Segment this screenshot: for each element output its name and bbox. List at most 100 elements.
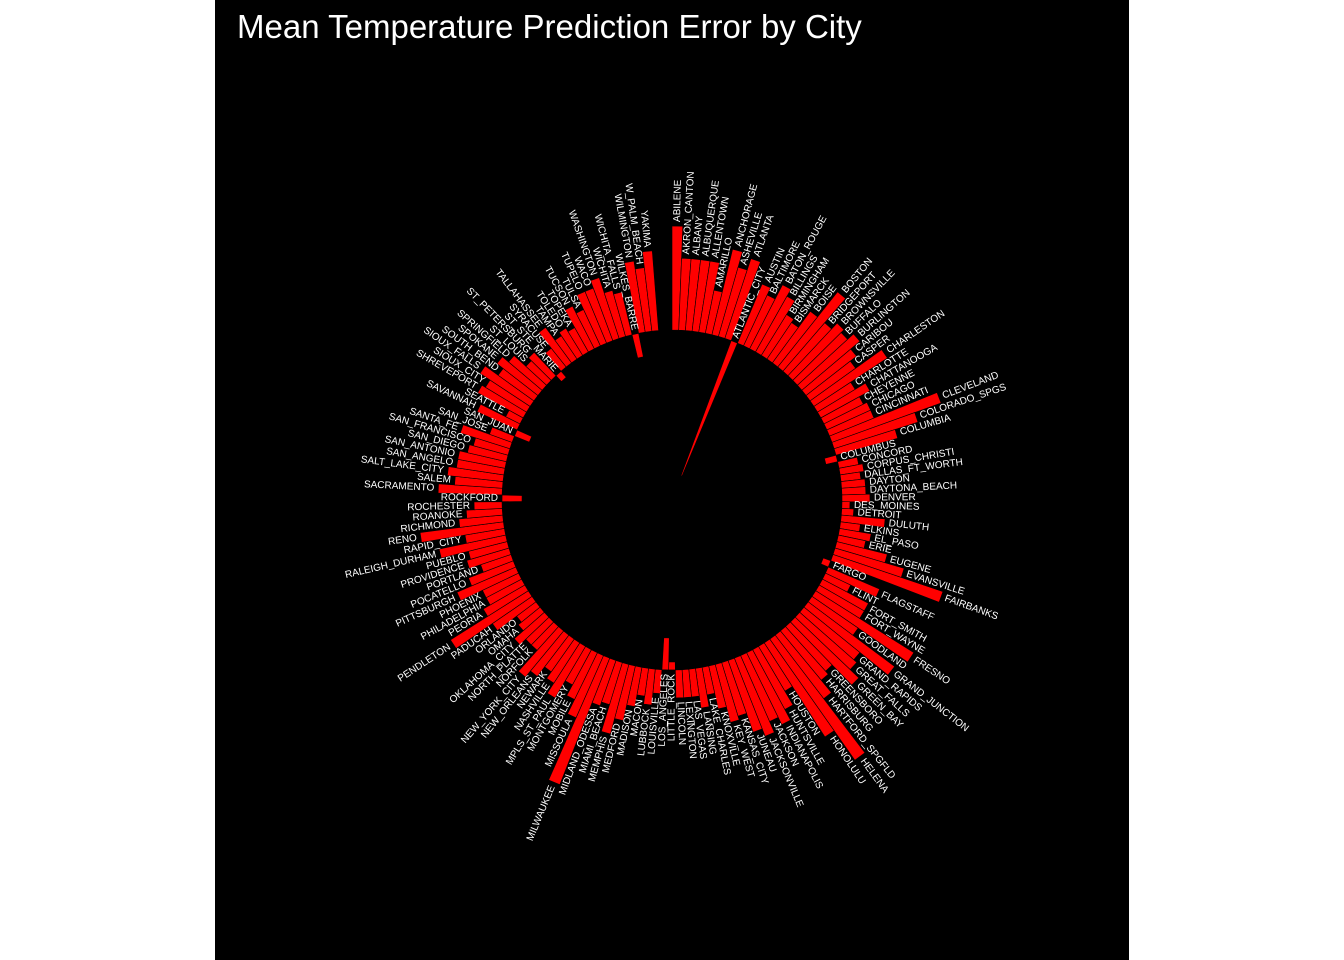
label-fairbanks: FAIRBANKS bbox=[943, 593, 1000, 622]
bar-wilmington bbox=[624, 260, 646, 334]
label-lincoln: LINCOLN bbox=[674, 702, 687, 746]
polar-bar-chart: ABILENEAKRON_CANTONALBANYALBUQUERQUEALLE… bbox=[215, 0, 1008, 843]
bar-shreveport bbox=[477, 384, 527, 419]
label-akron-canton: AKRON_CANTON bbox=[681, 171, 697, 255]
bar-san-diego bbox=[467, 444, 509, 463]
bar-raleigh-durham bbox=[438, 534, 508, 559]
bar-des-moines bbox=[841, 501, 851, 510]
bar-atlantic-city bbox=[680, 340, 738, 477]
bar-san-antonio bbox=[457, 450, 507, 469]
bar-duluth bbox=[840, 514, 886, 528]
bar-pocatello bbox=[468, 560, 517, 587]
bar-sioux-falls bbox=[479, 365, 535, 407]
bar-providence bbox=[466, 547, 512, 569]
bar-roanoke bbox=[465, 508, 503, 519]
label-yakima: YAKIMA bbox=[638, 210, 653, 248]
label-lexington: LEXINGTON bbox=[682, 701, 698, 759]
bar-pendleton bbox=[450, 590, 533, 649]
bars-layer bbox=[419, 225, 944, 786]
bar-milwaukee bbox=[548, 655, 611, 786]
bar-rockford bbox=[501, 494, 523, 502]
bar-denver bbox=[841, 493, 871, 503]
bar-new-york-city bbox=[518, 626, 565, 678]
bar-jacksonville bbox=[733, 655, 775, 737]
label-rockford: ROCKFORD bbox=[441, 492, 498, 504]
chart-title: Mean Temperature Prediction Error by Cit… bbox=[237, 8, 862, 45]
label-daytona-beach: DAYTONA_BEACH bbox=[869, 480, 957, 495]
bar-wilkes-barre bbox=[631, 332, 644, 359]
label-denver: DENVER bbox=[874, 492, 916, 503]
bar-anchorage bbox=[711, 248, 743, 337]
bar-missoula bbox=[567, 652, 604, 719]
bar-juneau bbox=[727, 657, 763, 733]
bar-tallahassee bbox=[538, 326, 572, 368]
bar-lubbock bbox=[643, 668, 656, 706]
label-milwaukee: MILWAUKEE bbox=[525, 784, 558, 843]
bar-charleston bbox=[809, 349, 888, 407]
label-des-moines: DES_MOINES bbox=[854, 500, 920, 513]
label-fresno: FRESNO bbox=[911, 655, 952, 687]
bar-salt-lake-city bbox=[446, 466, 505, 482]
label-little-rock: LITTLE_ROCK bbox=[667, 674, 678, 742]
bar-caribou bbox=[801, 348, 858, 396]
bar-mobile bbox=[566, 649, 598, 700]
bar-spokane bbox=[496, 356, 543, 396]
bar-brownsville bbox=[787, 322, 845, 381]
bar-chattanooga bbox=[817, 382, 871, 419]
label-rochester: ROCHESTER bbox=[407, 500, 470, 513]
label-erie: ERIE bbox=[868, 540, 894, 556]
bar-santa-fe bbox=[459, 424, 513, 450]
label-pendleton: PENDLETON bbox=[396, 642, 453, 685]
bar-colorado-spgs bbox=[831, 412, 919, 450]
bar-allentown bbox=[698, 260, 720, 334]
bar-fresno bbox=[811, 590, 915, 663]
label-sacramento: SACRAMENTO bbox=[364, 479, 435, 493]
bar-abilene bbox=[671, 225, 684, 331]
bar-springfield bbox=[508, 355, 547, 391]
bar-nashville bbox=[546, 638, 581, 684]
bar-grand-junction bbox=[803, 601, 896, 676]
bar-mpls-st-paul bbox=[546, 642, 586, 699]
bar-little-rock bbox=[668, 661, 676, 671]
label-detroit: DETROIT bbox=[857, 507, 902, 521]
bar-peoria bbox=[482, 584, 529, 617]
label-abilene: ABILENE bbox=[672, 179, 684, 222]
bar-wichita-falls bbox=[613, 291, 633, 337]
bar-reno bbox=[419, 521, 505, 543]
bar-flagstaff bbox=[825, 566, 881, 598]
bar-green-bay bbox=[789, 616, 860, 686]
bar-los-angeles bbox=[661, 637, 670, 671]
bar-daytona-beach bbox=[841, 486, 867, 496]
bar-sacramento bbox=[437, 483, 503, 496]
bar-toledo bbox=[558, 327, 584, 360]
bar-columbia bbox=[833, 429, 899, 456]
bar-el-paso bbox=[838, 528, 872, 542]
chart-panel: Mean Temperature Prediction Error by Cit… bbox=[215, 0, 1129, 960]
bar-helena bbox=[769, 634, 866, 761]
bar-burlington bbox=[797, 333, 861, 391]
bar-indianapolis bbox=[746, 649, 791, 726]
bar-pittsburgh bbox=[456, 566, 519, 602]
bar-key-west bbox=[714, 662, 740, 723]
bar-columbus bbox=[824, 454, 838, 465]
bar-rochester bbox=[473, 501, 503, 511]
bar-st-ste-marie bbox=[555, 370, 567, 382]
label-louisville: LOUISVILLE bbox=[646, 697, 662, 755]
bar-tucson bbox=[564, 305, 595, 353]
label-dayton: DAYTON bbox=[869, 473, 911, 488]
bar-austin bbox=[737, 283, 771, 347]
bar-st-petersburg bbox=[528, 351, 557, 381]
bar-san-juan bbox=[514, 429, 533, 443]
bar-oklahoma-city bbox=[513, 611, 550, 646]
bar-fairbanks bbox=[830, 554, 944, 603]
bar-savannah bbox=[476, 403, 521, 431]
bar-billings bbox=[755, 295, 796, 356]
label-salem: SALEM bbox=[417, 472, 452, 486]
label-reno: RENO bbox=[387, 533, 417, 548]
bar-birmingham bbox=[760, 314, 795, 360]
bar-washington bbox=[590, 277, 620, 342]
label-elkins: ELKINS bbox=[863, 523, 900, 539]
bar-baton-rouge bbox=[749, 284, 792, 353]
bar-atlanta bbox=[724, 258, 761, 342]
bar-lansing bbox=[695, 666, 710, 709]
